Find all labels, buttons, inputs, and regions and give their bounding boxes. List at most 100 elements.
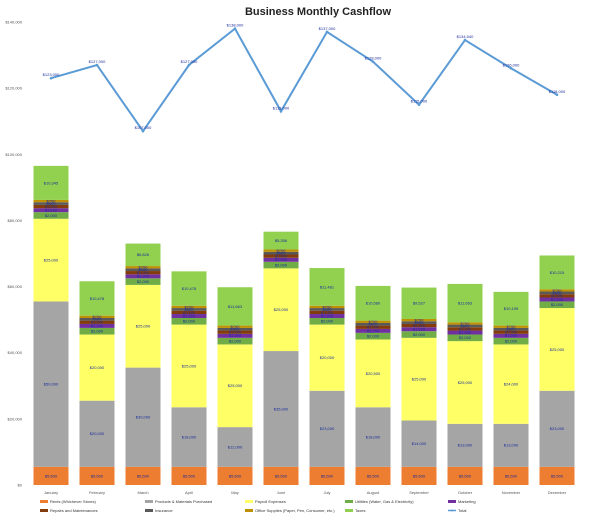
bar-office-supplies-paper-pen-consumer-etc — [539, 289, 575, 292]
legend-label: Rents (Whichever Stores) — [50, 499, 96, 504]
bar-repairs-and-maintenances — [33, 204, 69, 209]
bar-insurance — [171, 308, 207, 311]
bar-rents-whichever-stores — [217, 466, 253, 485]
bar-marketing — [217, 333, 253, 338]
bar-insurance — [33, 202, 69, 205]
data-label: $800 — [139, 267, 149, 272]
data-label: $9,527 — [413, 301, 426, 306]
data-label: $18,000 — [182, 434, 197, 439]
legend-label: Utilities (Water, Gas & Electricity) — [355, 499, 414, 504]
category-label: March — [137, 490, 148, 495]
category-label: February — [89, 490, 105, 495]
bar-products-materials-purchased — [33, 301, 69, 467]
data-label: $23,000 — [320, 426, 335, 431]
data-label: $11,663 — [458, 301, 473, 306]
bar-products-materials-purchased — [493, 423, 529, 467]
stacked-bars: $5,500$50,000$25,000$2,000$1,200$1,000$8… — [33, 165, 575, 485]
legend-swatch — [145, 500, 153, 503]
data-label: $1,000 — [551, 293, 564, 298]
bar-office-supplies-paper-pen-consumer-etc — [493, 325, 529, 328]
total-data-label: $138,000 — [227, 23, 244, 28]
bar-repairs-and-maintenances — [79, 320, 115, 324]
data-label: $1,200 — [275, 257, 288, 262]
bar-office-supplies-paper-pen-consumer-etc — [401, 318, 437, 322]
bar-office-supplies-paper-pen-consumer-etc — [309, 305, 345, 309]
bar-rents-whichever-stores — [355, 466, 391, 485]
data-label: $800 — [461, 323, 471, 328]
data-label: $700 — [415, 318, 425, 323]
data-label: $1,000 — [183, 310, 196, 315]
bar-utilities-water-gas-electricity — [309, 317, 345, 325]
total-point — [279, 109, 283, 113]
y-tick-label: $40,000 — [8, 350, 23, 355]
data-label: $2,000 — [275, 262, 288, 267]
bar-products-materials-purchased — [171, 407, 207, 467]
data-label: $12,000 — [228, 444, 243, 449]
bar-insurance — [493, 327, 529, 331]
legend: Rents (Whichever Stores) Products & Mater… — [40, 499, 476, 513]
bar-utilities-water-gas-electricity — [263, 261, 299, 269]
bar-office-supplies-paper-pen-consumer-etc — [125, 266, 161, 269]
bar-taxes — [125, 243, 161, 267]
legend-label: Payroll Expenses — [255, 499, 286, 504]
total-point — [233, 27, 237, 30]
bar-rents-whichever-stores — [79, 466, 115, 485]
data-label: $1,000 — [505, 330, 518, 335]
category-label: September — [409, 490, 429, 495]
bar-rents-whichever-stores — [539, 466, 575, 485]
data-label: $11,663 — [228, 304, 243, 309]
bar-insurance — [401, 321, 437, 324]
data-label: $30,000 — [136, 415, 151, 420]
bar-office-supplies-paper-pen-consumer-etc — [263, 249, 299, 252]
data-label: $5,500 — [413, 473, 426, 478]
data-label: $2,000 — [183, 319, 196, 324]
bar-taxes — [539, 255, 575, 290]
category-label: April — [185, 490, 193, 495]
data-label: $5,500 — [45, 473, 58, 478]
bar-payroll-expenses — [33, 218, 69, 302]
data-label: $20,500 — [366, 371, 381, 376]
data-label: $1,000 — [91, 320, 104, 325]
data-label: $25,000 — [550, 347, 565, 352]
legend-swatch — [245, 509, 253, 512]
bar-insurance — [355, 322, 391, 326]
total-data-label: $123,000 — [43, 72, 60, 77]
data-label: $2,000 — [413, 332, 426, 337]
data-label: $50,000 — [44, 382, 59, 387]
y-tick-label: $140,000 — [5, 20, 22, 25]
bar-payroll-expenses — [447, 341, 483, 424]
total-data-label: $134,540 — [457, 34, 474, 39]
bar-repairs-and-maintenances — [217, 330, 253, 334]
data-label: $800 — [369, 322, 379, 327]
category-label: May — [231, 490, 239, 495]
category-label: June — [277, 490, 286, 495]
data-label: $1,200 — [367, 328, 380, 333]
bar-taxes — [263, 231, 299, 250]
bar-repairs-and-maintenances — [309, 310, 345, 315]
bar-utilities-water-gas-electricity — [33, 212, 69, 219]
bar-insurance — [125, 268, 161, 272]
total-series-line — [50, 27, 558, 133]
y-tick-label: $60,000 — [8, 284, 23, 289]
data-label: $1,200 — [551, 297, 564, 302]
bar-taxes — [447, 283, 483, 323]
bar-repairs-and-maintenances — [263, 254, 299, 258]
bar-repairs-and-maintenances — [447, 327, 483, 331]
data-label: $1,000 — [413, 323, 426, 328]
total-point — [49, 76, 53, 80]
data-label: $2,000 — [229, 339, 242, 344]
total-data-label: $126,000 — [503, 62, 520, 67]
data-label: $800 — [93, 317, 103, 322]
data-label: $2,000 — [45, 213, 58, 218]
total-data-label: $113,000 — [273, 105, 290, 110]
data-label: $25,000 — [182, 363, 197, 368]
data-label: $800 — [185, 307, 195, 312]
data-label: $800 — [323, 307, 333, 312]
data-label: $6,826 — [137, 252, 150, 257]
data-label: $25,000 — [274, 307, 289, 312]
data-label: $13,000 — [458, 443, 473, 448]
legend-label: Insurance — [155, 508, 173, 513]
data-label: $20,000 — [90, 431, 105, 436]
bar-products-materials-purchased — [217, 427, 253, 467]
data-label: $1,200 — [45, 208, 58, 213]
